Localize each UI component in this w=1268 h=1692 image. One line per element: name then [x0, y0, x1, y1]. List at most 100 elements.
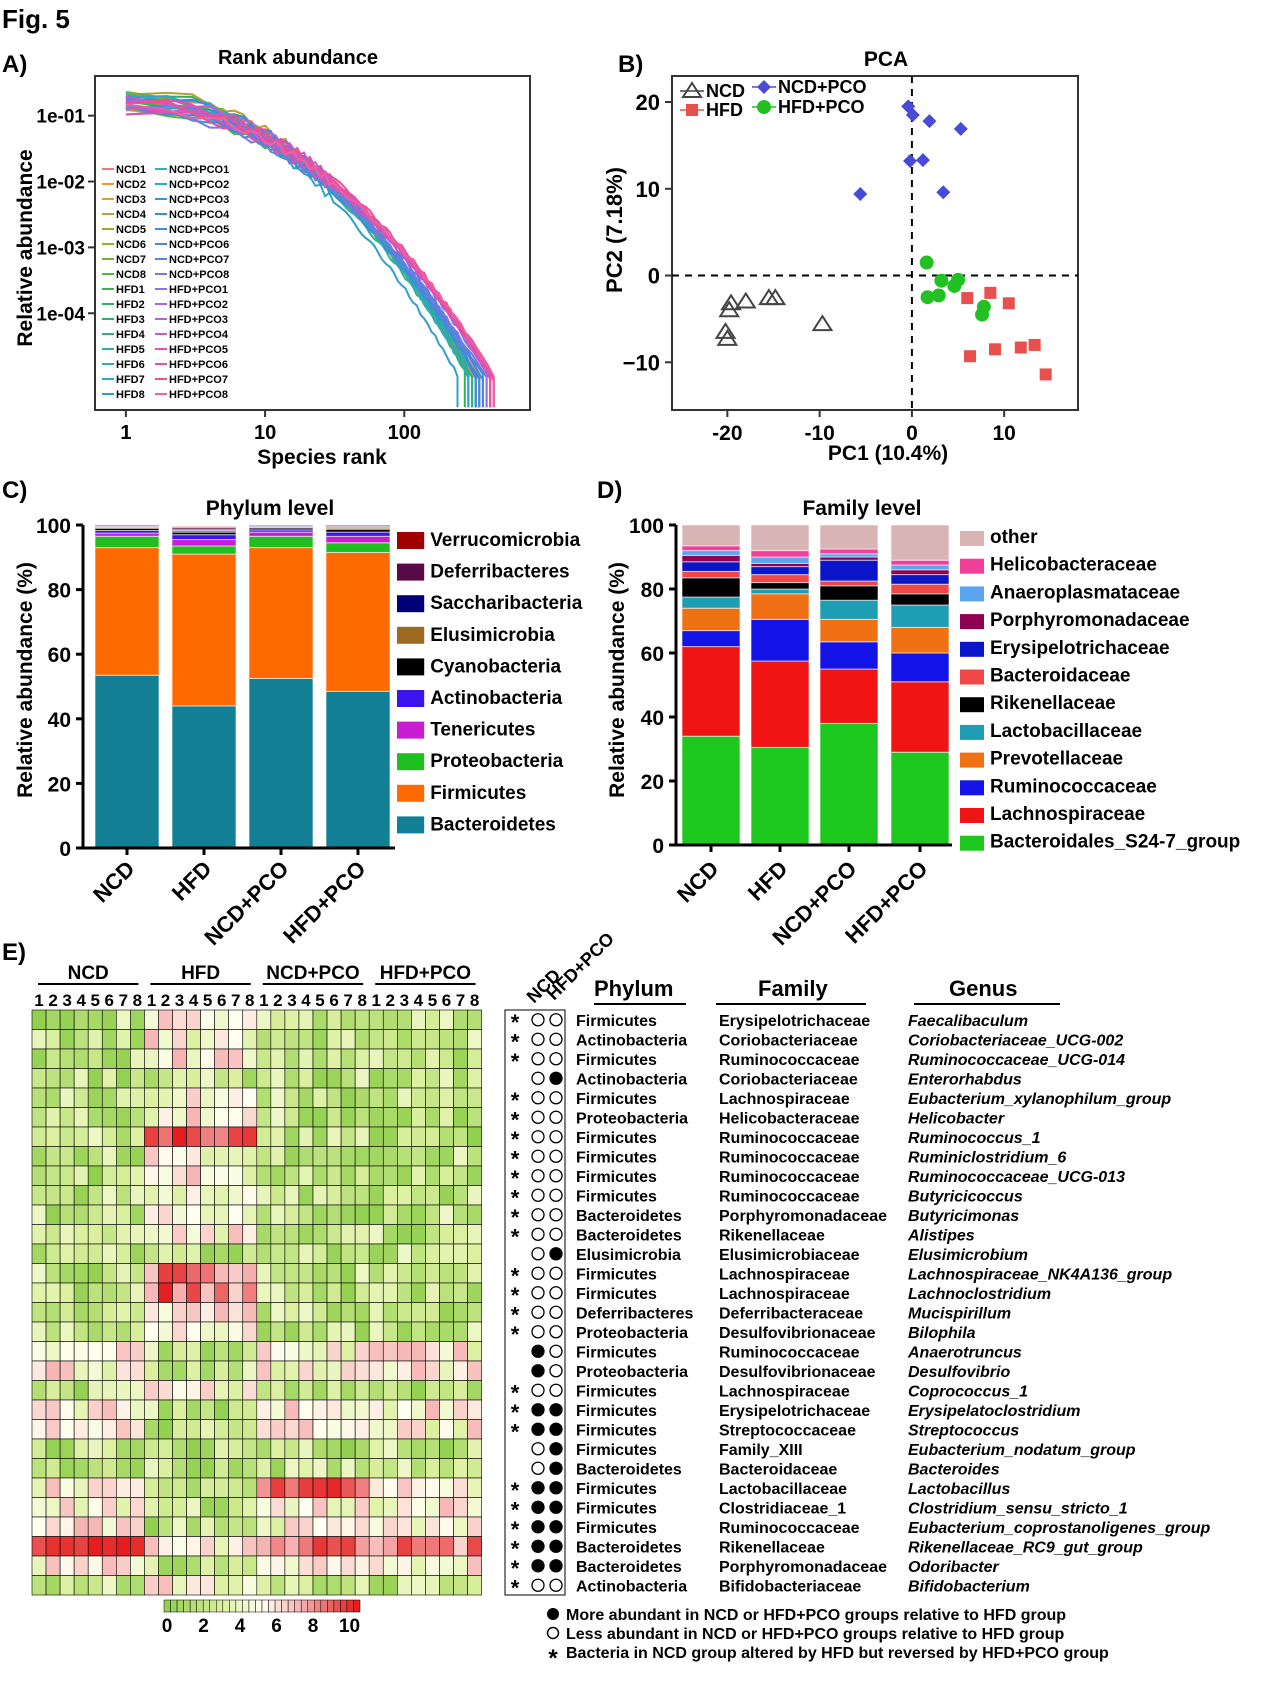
heatmap-cell: [439, 1302, 454, 1323]
heatmap-cell: [172, 1575, 187, 1596]
family-cell: Helicobacteraceae: [719, 1110, 860, 1127]
y-tick-label: 100: [629, 515, 664, 538]
scale-segment: [202, 1599, 210, 1613]
bar-segment-erysipelotrichaceae: [819, 559, 879, 582]
heatmap-cell: [144, 1360, 159, 1381]
legend-label: HFD+PCO6: [169, 359, 228, 371]
heatmap-cell: [101, 1458, 117, 1479]
ncd-indicator: [531, 1208, 545, 1222]
heatmap-cell: [31, 1146, 47, 1167]
heatmap-cell: [73, 1419, 89, 1440]
scale-segment: [229, 1599, 237, 1613]
x-tick-label: HFD: [167, 856, 217, 906]
legend-label: Elusimicrobia: [430, 625, 555, 646]
heatmap-cell: [326, 1165, 342, 1186]
heatmap-cell: [312, 1497, 328, 1518]
point-ncd: [758, 288, 780, 306]
heatmap-cell: [467, 1165, 482, 1186]
heatmap-cell: [116, 1068, 131, 1089]
family-level-chart: Family level Relative abundance (%) 0 20 4…: [606, 497, 1240, 950]
x-tick-label: HFD: [743, 856, 793, 906]
column-number: 8: [470, 991, 479, 1010]
heatmap-cell: [172, 1107, 187, 1128]
heatmap-cell: [340, 1224, 356, 1245]
heatmap-cell: [411, 1302, 426, 1323]
heatmap-cell: [354, 1048, 370, 1069]
x-tick-label: 0: [906, 422, 918, 445]
heatmap-cell: [284, 1126, 300, 1147]
heatmap-cell: [242, 1575, 258, 1596]
genus-cell: Coprococcus_1: [908, 1383, 1028, 1400]
heatmap-cell: [284, 1282, 300, 1303]
phylum-cell: Firmicutes: [576, 1013, 657, 1030]
legend-label: HFD8: [116, 389, 145, 401]
heatmap-cell: [382, 1477, 398, 1498]
point-ncd: [716, 329, 739, 346]
heatmap-cell: [200, 1497, 215, 1518]
heatmap-cell: [59, 1321, 75, 1342]
family-cell: Erysipelotrichaceae: [719, 1403, 870, 1420]
phylum-cell: Actinobacteria: [576, 1578, 687, 1595]
family-cell: Elusimicrobiaceae: [719, 1247, 860, 1264]
heatmap-cell: [186, 1146, 201, 1167]
heatmap-cell: [45, 1555, 61, 1576]
heatmap-cell: [200, 1360, 215, 1381]
heatmap-cell: [158, 1029, 173, 1050]
heatmap-cell: [158, 1360, 173, 1381]
heatmap-cell: [467, 1126, 482, 1147]
bar-segment-other: [750, 524, 810, 552]
heatmap-cell: [425, 1438, 440, 1459]
legend-label: Saccharibacteria: [430, 593, 583, 614]
heatmap-cell: [200, 1068, 215, 1089]
heatmap-cell: [87, 1282, 103, 1303]
note-star-symbol: *: [548, 1645, 558, 1672]
heatmap-cell: [256, 1048, 272, 1069]
heatmap-cell: [368, 1282, 384, 1303]
heatmap-cell: [172, 1224, 187, 1245]
family-cell: Bifidobacteriaceae: [719, 1578, 861, 1595]
reversal-star: *: [511, 1400, 520, 1425]
heatmap-cell: [368, 1536, 384, 1557]
heatmap-cell: [101, 1536, 117, 1557]
heatmap-cell: [467, 1302, 482, 1323]
bar-segment-firmicutes: [94, 547, 160, 676]
heatmap-cell: [130, 1555, 145, 1576]
heatmap-cell: [270, 1536, 286, 1557]
heatmap-cell: [354, 1516, 370, 1537]
heatmap-cell: [340, 1048, 356, 1069]
heatmap-cell: [354, 1263, 370, 1284]
heatmap-cell: [87, 1224, 103, 1245]
heatmap-cell: [242, 1107, 258, 1128]
heatmap-cell: [439, 1263, 454, 1284]
heatmap-cell: [31, 1360, 47, 1381]
heatmap-cell: [312, 1204, 328, 1225]
bar-segment-verrucomicrobia: [171, 526, 237, 529]
heatmap-cell: [270, 1087, 286, 1108]
heatmap-cell: [467, 1185, 482, 1206]
heatmap-cell: [45, 1263, 61, 1284]
hfd-pco-indicator: [549, 1559, 563, 1573]
column-number: 2: [386, 991, 395, 1010]
heatmap-cell: [453, 1204, 468, 1225]
heatmap-cell: [242, 1282, 258, 1303]
heatmap-cell: [101, 1087, 117, 1108]
heatmap-cell: [453, 1165, 468, 1186]
ncd-indicator: [531, 1286, 545, 1300]
heatmap-cell: [73, 1555, 89, 1576]
legend-label: NCD4: [116, 209, 147, 221]
x-tick-label: -10: [804, 422, 834, 445]
heatmap-cell: [368, 1185, 384, 1206]
heatmap-cell: [453, 1087, 468, 1108]
heatmap-cell: [31, 1243, 47, 1264]
heatmap-cell: [284, 1419, 300, 1440]
heatmap-cell: [73, 1146, 89, 1167]
phylum-cell: Firmicutes: [576, 1383, 657, 1400]
genus-cell: Ruminiclostridium_6: [908, 1149, 1066, 1166]
heatmap-cell: [200, 1263, 215, 1284]
heatmap-cell: [368, 1224, 384, 1245]
heatmap-cell: [284, 1107, 300, 1128]
heatmap-cell: [144, 1068, 159, 1089]
heatmap-cell: [256, 1107, 272, 1128]
family-cell: Lactobacillaceae: [719, 1481, 847, 1498]
